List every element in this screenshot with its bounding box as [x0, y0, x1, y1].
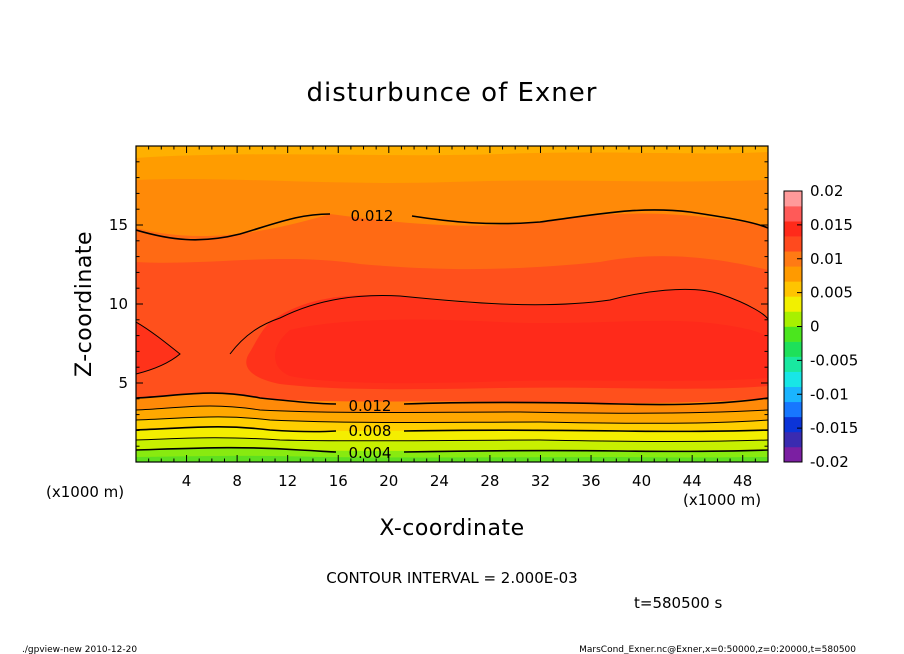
colorbar-segment [784, 416, 802, 433]
contour-interval-note: CONTOUR INTERVAL = 2.000E-03 [326, 569, 577, 587]
x-tick-label: 20 [379, 472, 398, 490]
contour-lines [136, 209, 768, 453]
colorbar-segment [784, 311, 802, 327]
colorbar-tick-label: -0.02 [810, 453, 849, 471]
x-unit-left: (x1000 m) [46, 483, 124, 501]
colorbar-segment [784, 206, 802, 222]
x-tick-label: 8 [232, 472, 242, 490]
colorbar-segment [784, 401, 802, 418]
contour-label: 0.004 [349, 444, 392, 462]
colorbar-tick-label: -0.015 [810, 419, 858, 437]
x-tick-label: 40 [632, 472, 651, 490]
x-unit-right: (x1000 m) [683, 491, 761, 509]
x-axis-label: X-coordinate [379, 516, 524, 541]
colorbar-tick-label: 0.02 [810, 182, 843, 200]
colorbar-segment [784, 266, 802, 282]
colorbar-segment [784, 386, 802, 403]
x-tick-label: 4 [182, 472, 192, 490]
contour-label: 0.008 [349, 422, 392, 440]
time-label: t=580500 s [634, 594, 722, 612]
colorbar-tick-label: -0.005 [810, 351, 858, 369]
colorbar-segment [784, 431, 802, 448]
x-tick-label: 12 [278, 472, 297, 490]
chart-title: disturbunce of Exner [307, 78, 598, 108]
colorbar-segment [784, 371, 802, 388]
x-tick-label: 32 [531, 472, 550, 490]
colorbar-segment [784, 341, 802, 357]
x-tick-label: 16 [329, 472, 348, 490]
colorbar-tick-label: 0 [810, 318, 820, 336]
colorbar-tick-label: 0.015 [810, 216, 853, 234]
contour-fill [136, 146, 768, 462]
colorbar-tick-label: -0.01 [810, 385, 849, 403]
x-tick-label: 44 [683, 472, 702, 490]
colorbar-segment [784, 296, 802, 312]
colorbar-segment [784, 251, 802, 267]
footer-right: MarsCond_Exner.nc@Exner,x=0:50000,z=0:20… [579, 645, 856, 654]
x-tick-label: 36 [581, 472, 600, 490]
contour-label: 0.012 [349, 397, 392, 415]
y-tick-label: 15 [109, 216, 128, 234]
x-tick-label: 28 [480, 472, 499, 490]
colorbar-segment [784, 236, 802, 252]
colorbar-tick-label: 0.01 [810, 250, 843, 268]
x-tick-label: 48 [733, 472, 752, 490]
colorbar-segment [784, 281, 802, 297]
colorbar-tick-label: 0.005 [810, 284, 853, 302]
colorbar-segment [784, 446, 802, 463]
contour-label: 0.012 [351, 207, 394, 225]
y-tick-label: 10 [109, 295, 128, 313]
colorbar-segment [784, 356, 802, 372]
y-tick-label: 5 [118, 374, 128, 392]
y-axis-label: Z-coordinate [72, 231, 97, 377]
x-tick-label: 24 [430, 472, 449, 490]
colorbar-segment [784, 191, 802, 207]
colorbar: 0.02 0.015 0.01 0.005 0 -0.005 -0.01 -0.015 -0.0… [783, 182, 858, 471]
colorbar-segment [784, 326, 802, 342]
footer-left: ./gpview-new 2010-12-20 [22, 645, 137, 654]
colorbar-segment [784, 221, 802, 237]
